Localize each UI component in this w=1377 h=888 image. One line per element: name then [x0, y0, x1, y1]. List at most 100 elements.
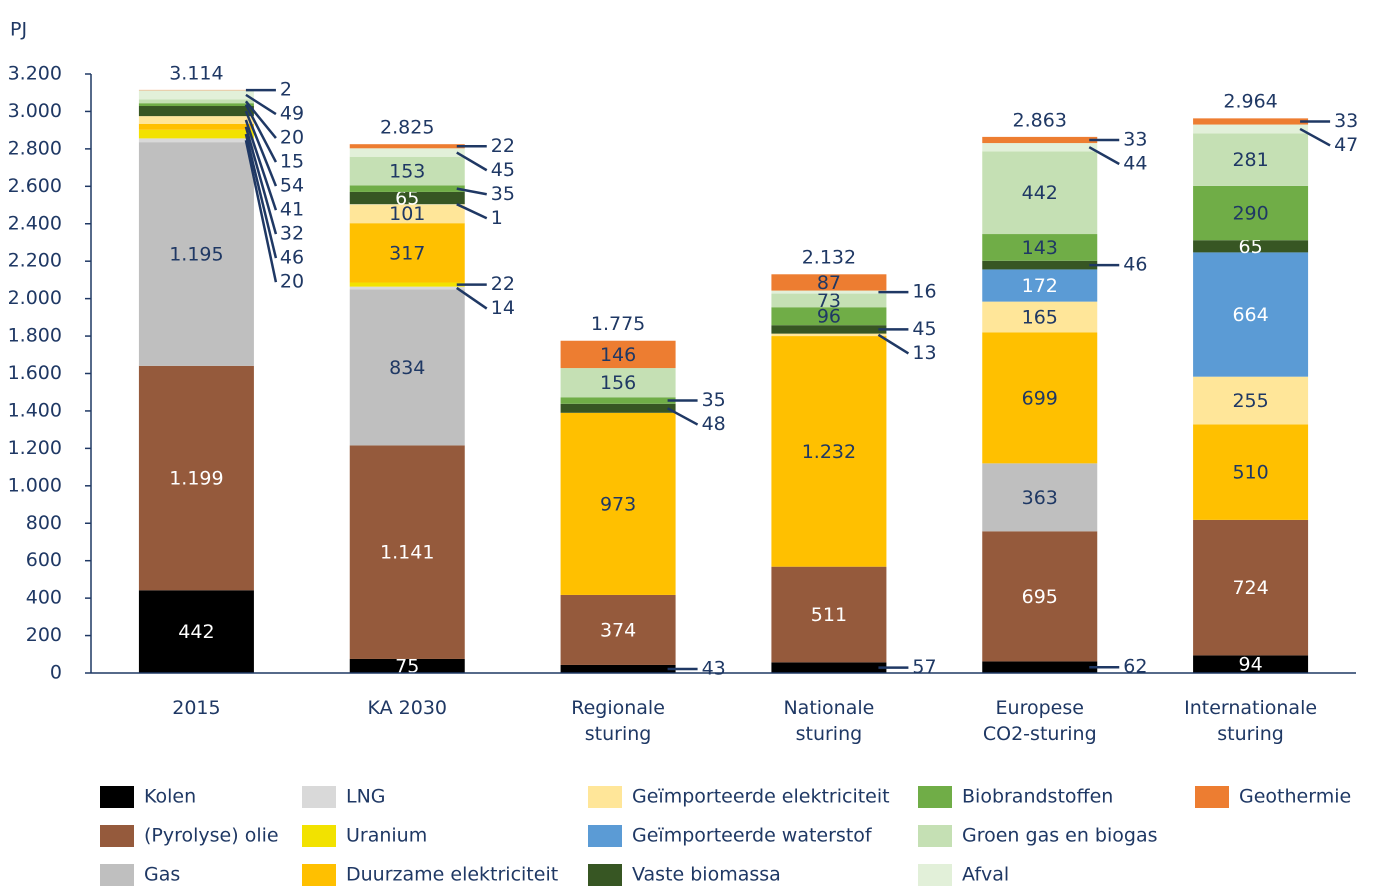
value-label: 363: [1022, 487, 1058, 509]
bar-segment: [771, 566, 887, 663]
value-label: 32: [280, 223, 304, 245]
bar-segment: [349, 144, 465, 149]
bar-segment: [771, 290, 887, 294]
bar-segment: [349, 223, 465, 283]
bar-segment: [1193, 655, 1309, 673]
value-label: 1: [491, 207, 503, 229]
legend-label: Duurzame elektriciteit: [346, 864, 558, 886]
bar-segment: [560, 340, 676, 369]
value-label: 146: [600, 344, 636, 366]
bar-segment: [771, 336, 887, 567]
callout-line: [456, 151, 488, 172]
bar-segment: [138, 123, 254, 130]
bar-segment: [982, 332, 1098, 464]
bar-segment: [349, 191, 465, 205]
total-label: 2.132: [802, 246, 856, 268]
legend-swatch: [588, 786, 622, 808]
bar-segment: [138, 106, 254, 117]
bar-segment: [138, 142, 254, 366]
y-tick-label: 1.800: [8, 325, 62, 347]
bar-segment: [1193, 185, 1309, 241]
legend-swatch: [918, 825, 952, 847]
bar-segment: [138, 138, 254, 143]
bar-segment: [1193, 519, 1309, 656]
value-label: 20: [280, 271, 304, 293]
legend-swatch: [918, 864, 952, 886]
x-tick-label: KA 2030: [367, 697, 447, 719]
value-label: 153: [389, 161, 425, 183]
value-label: 699: [1022, 387, 1058, 409]
value-label: 442: [1022, 182, 1058, 204]
y-tick-label: 600: [26, 549, 62, 571]
value-label: 281: [1232, 149, 1268, 171]
bar-segment: [982, 269, 1098, 302]
callout-line: [456, 203, 488, 220]
legend-label: Vaste biomassa: [632, 864, 781, 886]
callout-line: [666, 407, 699, 426]
callout-line: [1088, 146, 1120, 166]
value-label: 664: [1232, 304, 1268, 326]
bar-segment: [138, 103, 254, 107]
value-label: 172: [1022, 275, 1058, 297]
legend-label: Gas: [144, 864, 180, 886]
y-tick-label: 2.400: [8, 212, 62, 234]
bar-segment: [982, 463, 1098, 532]
y-tick-label: 3.000: [8, 100, 62, 122]
legend-swatch: [1195, 786, 1229, 808]
bar-segment: [349, 286, 465, 290]
bar-segment: [349, 204, 465, 224]
value-label: 75: [395, 655, 419, 677]
bar-segment: [982, 661, 1098, 673]
y-tick-label: 1.600: [8, 362, 62, 384]
legend-label: LNG: [346, 786, 386, 808]
x-tick-label: Nationale sturing: [783, 697, 874, 745]
value-label: 41: [280, 199, 304, 221]
bar-segment: [1193, 252, 1309, 377]
bar-segment: [560, 594, 676, 665]
y-tick-label: 0: [50, 662, 62, 684]
bar-segment: [771, 325, 887, 334]
legend-label: (Pyrolyse) olie: [144, 825, 279, 847]
value-label: 1.141: [380, 542, 434, 564]
value-label: 65: [395, 188, 419, 210]
callout-line: [244, 119, 278, 211]
value-label: 317: [389, 242, 425, 264]
bar-segment: [1193, 376, 1309, 425]
callout-line: [244, 110, 278, 187]
value-label: 973: [600, 493, 636, 515]
total-label: 2.964: [1223, 91, 1277, 113]
legend-swatch: [302, 864, 336, 886]
bar-segment: [1193, 240, 1309, 253]
bar-segment: [982, 234, 1098, 261]
callout-line: [244, 133, 278, 259]
bar-segment: [982, 531, 1098, 662]
value-label: 2: [280, 79, 292, 101]
legend-swatch: [100, 825, 134, 847]
y-tick-label: 2.200: [8, 250, 62, 272]
legend-swatch: [588, 825, 622, 847]
y-tick-label: 200: [26, 624, 62, 646]
value-label: 15: [280, 151, 304, 173]
y-tick-label: 1.000: [8, 474, 62, 496]
callout-line: [244, 104, 278, 163]
legend-label: Kolen: [144, 786, 196, 808]
callout-line: [1299, 127, 1331, 147]
bar-segment: [138, 365, 254, 591]
value-label: 45: [491, 159, 515, 181]
value-label: 43: [702, 657, 726, 679]
bar-segment: [1193, 124, 1309, 134]
value-label: 57: [912, 656, 936, 678]
y-tick-label: 400: [26, 587, 62, 609]
legend-label: Groen gas en biogas: [962, 825, 1158, 847]
y-tick-label: 2.800: [8, 137, 62, 159]
bar-segment: [349, 148, 465, 157]
value-label: 87: [817, 272, 841, 294]
legend-label: Uranium: [346, 825, 427, 847]
callout-line: [877, 333, 910, 355]
y-axis-label: PJ: [10, 19, 27, 41]
bar-segment: [349, 282, 465, 287]
x-tick-label: Internationale sturing: [1184, 697, 1317, 745]
legend-swatch: [588, 864, 622, 886]
y-tick-label: 2.600: [8, 175, 62, 197]
bar-segment: [560, 412, 676, 595]
